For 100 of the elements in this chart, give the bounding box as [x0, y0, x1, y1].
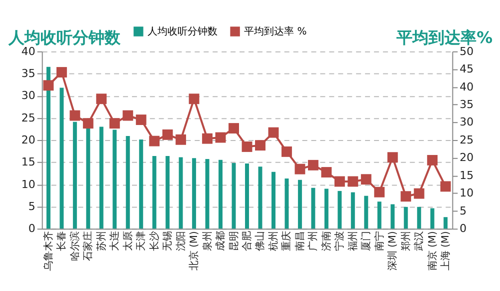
point	[242, 142, 252, 152]
y-tick-label: 5	[28, 200, 36, 213]
legend-label: 人均收听分钟数	[147, 25, 218, 38]
bar	[72, 122, 77, 229]
x-tick-label: 福州	[346, 231, 359, 252]
point	[374, 186, 385, 198]
point	[440, 181, 451, 192]
point	[82, 118, 94, 129]
bar	[126, 136, 130, 229]
y2-tick-label: 45	[460, 62, 474, 76]
x-tick-label: 沈阳	[174, 231, 187, 252]
y2-tick-label: 15	[460, 168, 474, 182]
x-tick-label: 佛山	[254, 231, 266, 252]
bar	[192, 158, 196, 229]
point	[56, 67, 67, 78]
x-tick-label: 厦门	[360, 231, 372, 252]
bar	[60, 88, 64, 229]
x-tick-label: 石家庄	[82, 231, 94, 262]
x-tick-label: 济南	[320, 231, 332, 252]
bar	[311, 188, 316, 229]
y2-axis-title: 平均到达率%	[396, 28, 493, 47]
y2-tick-label: 30	[460, 116, 474, 129]
x-tick-label: 上海 (M)	[440, 231, 452, 271]
y-axis-title: 人均收听分钟数	[7, 28, 122, 47]
y2-tick-label: 10	[460, 186, 474, 200]
point	[348, 176, 358, 187]
point	[215, 132, 226, 143]
x-tick-label: 南昌	[294, 231, 306, 252]
bar	[271, 172, 276, 229]
x-tick-label: 重庆	[280, 231, 293, 252]
x-tick-label: 宁波	[334, 231, 346, 252]
x-tick-label: 郑州	[400, 231, 412, 252]
bar	[350, 192, 355, 229]
x-tick-label: 长春	[56, 231, 68, 252]
y-tick-label: 35	[21, 66, 36, 80]
y2-tick-label: 25	[460, 133, 474, 146]
x-tick-label: 泉州	[201, 231, 214, 252]
bar	[245, 163, 250, 229]
bar	[166, 156, 170, 229]
x-tick-label: 武汉	[413, 231, 426, 252]
point	[70, 110, 80, 121]
x-tick-label: 杭州	[267, 231, 280, 252]
x-tick-label: 哈尔滨	[68, 231, 81, 262]
bar	[112, 130, 117, 229]
point	[43, 80, 54, 91]
x-tick-label: 乌鲁木齐	[42, 231, 54, 272]
y-tick-label: 20	[21, 133, 36, 146]
bar	[99, 126, 104, 229]
y-tick-label: 10	[21, 178, 36, 191]
point	[360, 174, 372, 185]
bar	[218, 160, 223, 229]
y-tick-label: 0	[28, 222, 36, 236]
x-tick-label: 无锡	[162, 231, 174, 252]
point	[321, 167, 332, 178]
point	[188, 94, 200, 104]
y-tick-label: 30	[21, 89, 36, 102]
point	[400, 191, 412, 202]
point	[202, 133, 213, 144]
bar	[377, 202, 382, 229]
bar	[298, 180, 302, 229]
x-tick-label: 南宁	[373, 231, 386, 252]
bar	[152, 156, 156, 229]
bar	[417, 206, 422, 229]
point	[308, 160, 318, 170]
point	[149, 136, 160, 146]
point	[176, 134, 186, 145]
y2-tick-label: 50	[460, 44, 474, 58]
point	[255, 140, 266, 151]
y-tick-label: 40	[21, 44, 36, 58]
x-tick-label: 南京 (M)	[426, 231, 438, 271]
x-tick-label: 成都	[214, 231, 227, 252]
y2-tick-label: 0	[460, 222, 467, 236]
y2-tick-label: 20	[460, 151, 474, 164]
y2-tick-label: 40	[460, 80, 474, 94]
point	[427, 154, 438, 166]
bar	[364, 196, 368, 229]
point	[268, 127, 279, 138]
point	[96, 94, 107, 104]
point	[334, 176, 345, 187]
y-tick-label: 25	[21, 111, 36, 124]
y2-tick-label: 5	[460, 204, 467, 218]
point	[282, 146, 292, 157]
x-tick-label: 合肥	[241, 231, 253, 252]
bar	[444, 217, 448, 229]
bar	[338, 190, 342, 229]
bar	[390, 204, 395, 229]
bar	[139, 140, 144, 229]
point	[136, 114, 146, 125]
x-tick-label: 长沙	[148, 231, 160, 252]
x-tick-label: 北京 (M)	[188, 231, 200, 271]
point	[162, 129, 173, 140]
bar	[430, 208, 434, 229]
bar	[232, 163, 236, 229]
point	[387, 152, 398, 163]
bar	[324, 188, 328, 229]
point	[414, 188, 424, 199]
x-tick-label: 深圳 (M)	[386, 231, 399, 271]
bar	[46, 66, 50, 229]
x-tick-label: 太原	[122, 231, 134, 252]
y2-tick-label: 35	[460, 98, 474, 112]
